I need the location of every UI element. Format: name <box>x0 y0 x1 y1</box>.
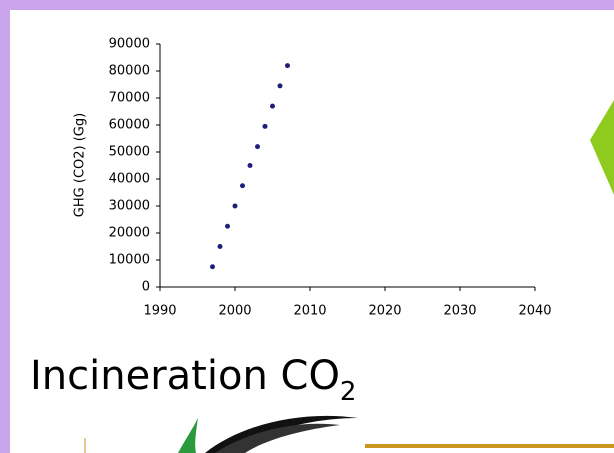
y-tick-label: 70000 <box>109 91 150 106</box>
data-point <box>210 264 215 269</box>
data-point <box>285 63 290 68</box>
y-tick-label: 0 <box>142 280 150 295</box>
title-text: Incineration CO <box>30 353 340 399</box>
y-axis-label: GHG (CO2) (Gg) <box>73 113 88 217</box>
y-tick-label: 90000 <box>109 37 150 52</box>
y-tick-label: 20000 <box>109 226 150 241</box>
data-point <box>233 204 238 209</box>
title-subscript: 2 <box>340 377 357 407</box>
y-tick-label: 80000 <box>109 64 150 79</box>
x-tick-label: 2030 <box>443 304 476 319</box>
x-tick-label: 2020 <box>368 304 401 319</box>
y-tick-label: 40000 <box>109 172 150 187</box>
x-tick-label: 1990 <box>143 304 176 319</box>
data-point <box>218 244 223 249</box>
y-tick-label: 30000 <box>109 199 150 214</box>
data-point <box>248 163 253 168</box>
slide-title: Incineration CO2 <box>30 353 356 407</box>
x-tick-label: 2010 <box>293 304 326 319</box>
x-tick-label: 2040 <box>518 304 551 319</box>
slide: Incineration CO2 GHG (CO2) (Gg) 0 10000 20… <box>0 0 614 453</box>
y-tick-label: 10000 <box>109 253 150 268</box>
y-tick-label: 50000 <box>109 145 150 160</box>
data-point <box>278 83 283 88</box>
data-point <box>225 224 230 229</box>
data-point <box>270 104 275 109</box>
data-point <box>240 183 245 188</box>
x-tick-label: 2000 <box>218 304 251 319</box>
data-point <box>255 144 260 149</box>
data-point <box>263 124 268 129</box>
y-tick-label: 60000 <box>109 118 150 133</box>
